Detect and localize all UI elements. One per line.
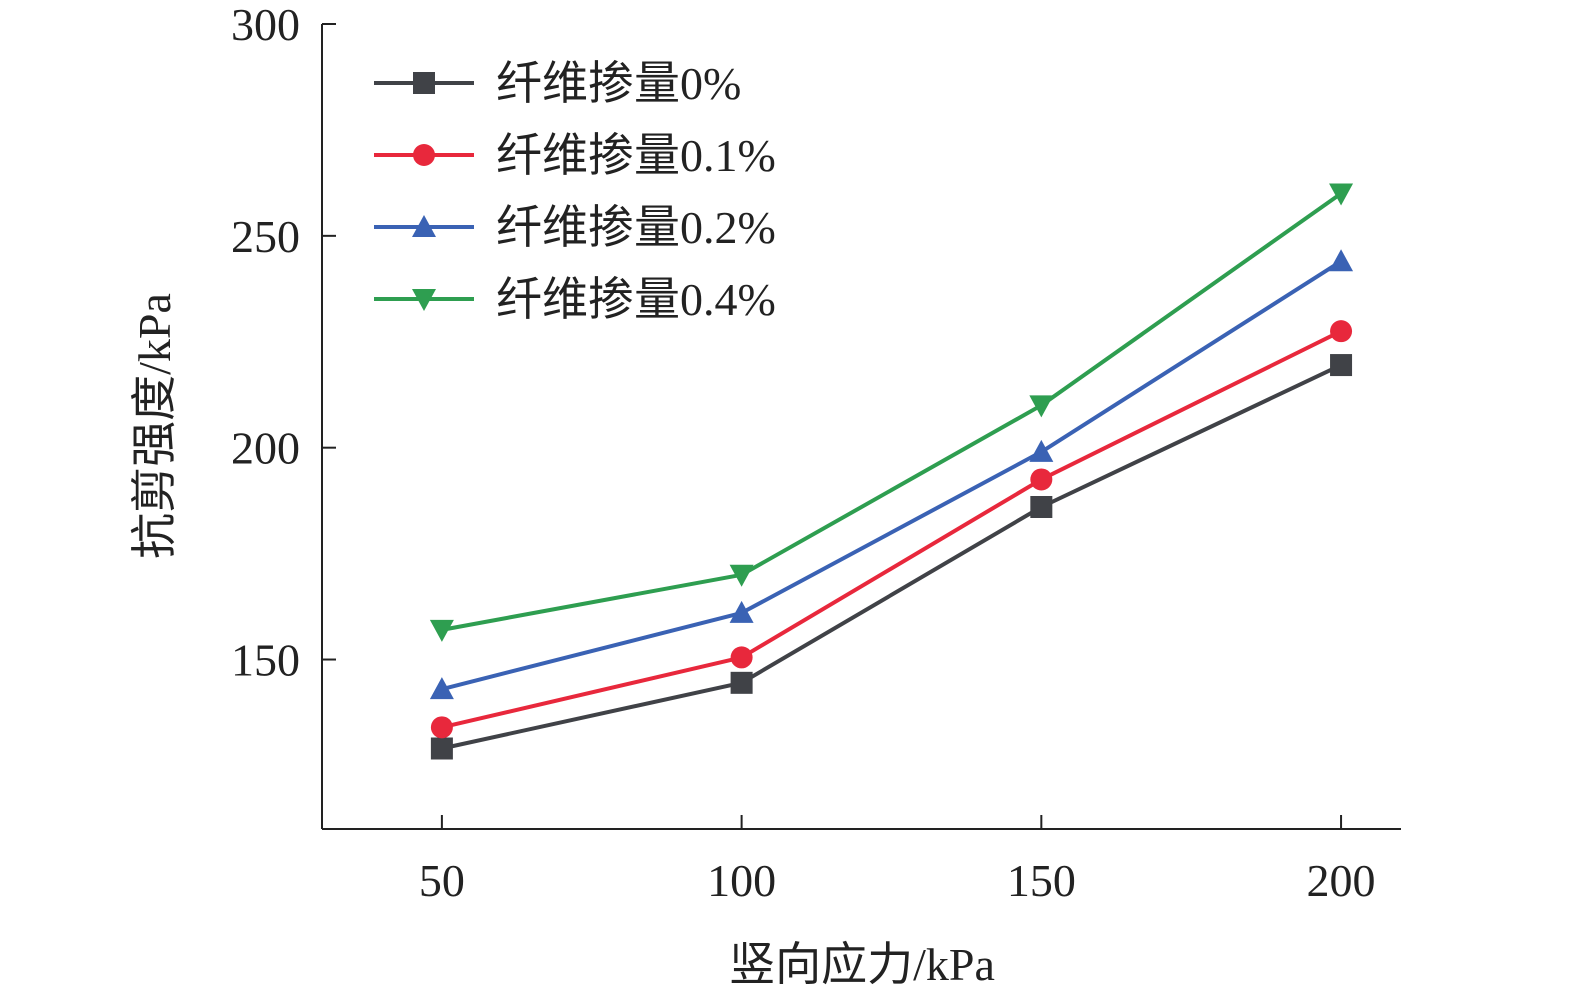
series-1 [430,320,1353,739]
data-point [429,619,454,642]
x-tick-label: 100 [707,855,776,906]
data-point [1330,354,1353,377]
series-line [441,191,1343,632]
series-line [441,259,1343,692]
series-0 [430,354,1353,760]
y-tick-label: 150 [231,635,300,686]
x-axis-title: 竖向应力/kPa [729,939,995,990]
legend-marker [413,72,435,94]
legend-item: 纤维掺量0% [374,58,741,109]
series-line [441,363,1342,751]
data-point [729,564,754,587]
legend-item: 纤维掺量0.2% [374,202,776,253]
legend-label: 纤维掺量0.4% [496,274,776,325]
data-point [1030,468,1053,491]
x-tick-label: 200 [1307,855,1376,906]
data-point [730,646,753,669]
series [429,183,1354,760]
x-tick-label: 50 [419,855,465,906]
data-point [1329,183,1354,206]
legend-item: 纤维掺量0.4% [374,274,776,325]
legend-marker [413,144,435,166]
legend-label: 纤维掺量0.1% [496,130,776,181]
data-point [1030,496,1053,518]
data-point [730,671,753,694]
legend-label: 纤维掺量0% [496,58,741,109]
data-point [1029,395,1054,418]
axes [321,24,1401,830]
y-tick-label: 200 [231,423,300,474]
y-axis-title: 抗剪强度/kPa [129,293,180,559]
data-point [1029,439,1054,462]
series-3 [429,183,1354,642]
legend-label: 纤维掺量0.2% [496,202,776,253]
legend: 纤维掺量0% 纤维掺量0.1% 纤维掺量0.2% 纤维掺量0.4% [374,58,776,325]
legend-marker [412,289,436,311]
series-line [441,329,1342,730]
legend-marker [412,215,436,237]
legend-item: 纤维掺量0.1% [374,130,776,181]
data-point [729,600,754,623]
ticks: 150 200 250 300 50 100 150 200 [231,0,1376,906]
data-point [1330,320,1353,343]
series-2 [429,249,1354,700]
y-tick-label: 250 [231,211,300,262]
data-point [429,677,454,700]
data-point [430,737,453,760]
data-point [1329,249,1354,272]
data-point [430,716,453,739]
y-tick-label: 300 [231,0,300,50]
x-tick-label: 150 [1007,855,1076,906]
